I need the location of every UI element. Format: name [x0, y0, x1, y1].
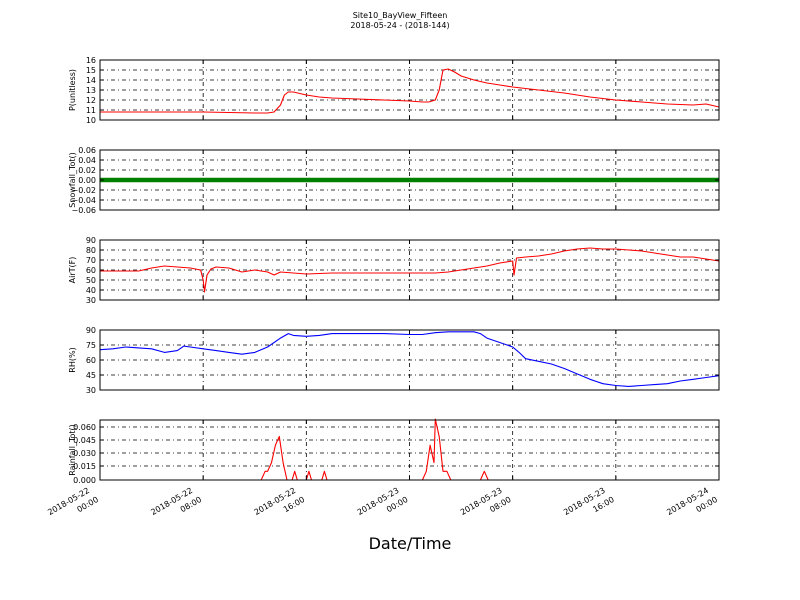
series-line	[100, 68, 720, 114]
figure-subtitle: 2018-05-24 - (2018-144)	[350, 21, 450, 30]
series-line	[99, 331, 720, 387]
y-tick-label: 0.00	[78, 176, 96, 185]
y-tick-label: 0.000	[73, 476, 96, 485]
y-tick-label: −0.02	[71, 186, 96, 195]
panel-2: −0.06−0.04−0.020.000.020.040.06Snowfall_…	[68, 146, 720, 215]
y-tick-label: 0.060	[73, 423, 96, 432]
y-tick-label: 0.045	[73, 436, 96, 445]
y-tick-label: 0.030	[73, 449, 96, 458]
y-tick-label: 0.015	[73, 462, 96, 471]
y-tick-label: 16	[86, 56, 96, 65]
y-tick-label: 40	[86, 286, 96, 295]
y-tick-label: 75	[86, 341, 96, 350]
y-tick-label: 0.06	[78, 146, 96, 155]
y-tick-label: 90	[86, 326, 96, 335]
y-tick-label: 30	[86, 386, 96, 395]
y-tick-label: 30	[86, 296, 96, 305]
x-axis-label: Date/Time	[368, 534, 452, 553]
y-tick-label: 60	[86, 356, 96, 365]
y-axis-label: RH(%)	[68, 347, 77, 372]
y-tick-label: 90	[86, 236, 96, 245]
panel-4: 30 45 60 75 90 RH(%)	[68, 326, 720, 395]
y-tick-label: 60	[86, 266, 96, 275]
y-tick-label: 14	[86, 76, 96, 85]
y-axis-label: AirT(F)	[68, 257, 77, 284]
series-line	[100, 247, 720, 293]
y-tick-label: 70	[86, 256, 96, 265]
y-tick-label: 12	[86, 96, 96, 105]
y-tick-label: 10	[86, 116, 96, 125]
y-tick-label: 0.04	[78, 156, 96, 165]
y-tick-label: 11	[86, 106, 96, 115]
y-axis-label: Rainfall_Tot()	[68, 424, 77, 476]
y-axis-label: P(unitless)	[68, 69, 77, 111]
y-tick-label: 45	[86, 371, 96, 380]
y-tick-label: 80	[86, 246, 96, 255]
y-tick-label: 50	[86, 276, 96, 285]
y-tick-label: 13	[86, 86, 96, 95]
y-axis-label: Snowfall_Tot()	[68, 152, 77, 208]
y-tick-label: 15	[86, 66, 96, 75]
figure-title: Site10_BayView_Fifteen	[352, 11, 448, 20]
y-tick-label: −0.06	[71, 206, 96, 215]
y-tick-label: −0.04	[71, 196, 96, 205]
y-tick-label: 0.02	[78, 166, 96, 175]
